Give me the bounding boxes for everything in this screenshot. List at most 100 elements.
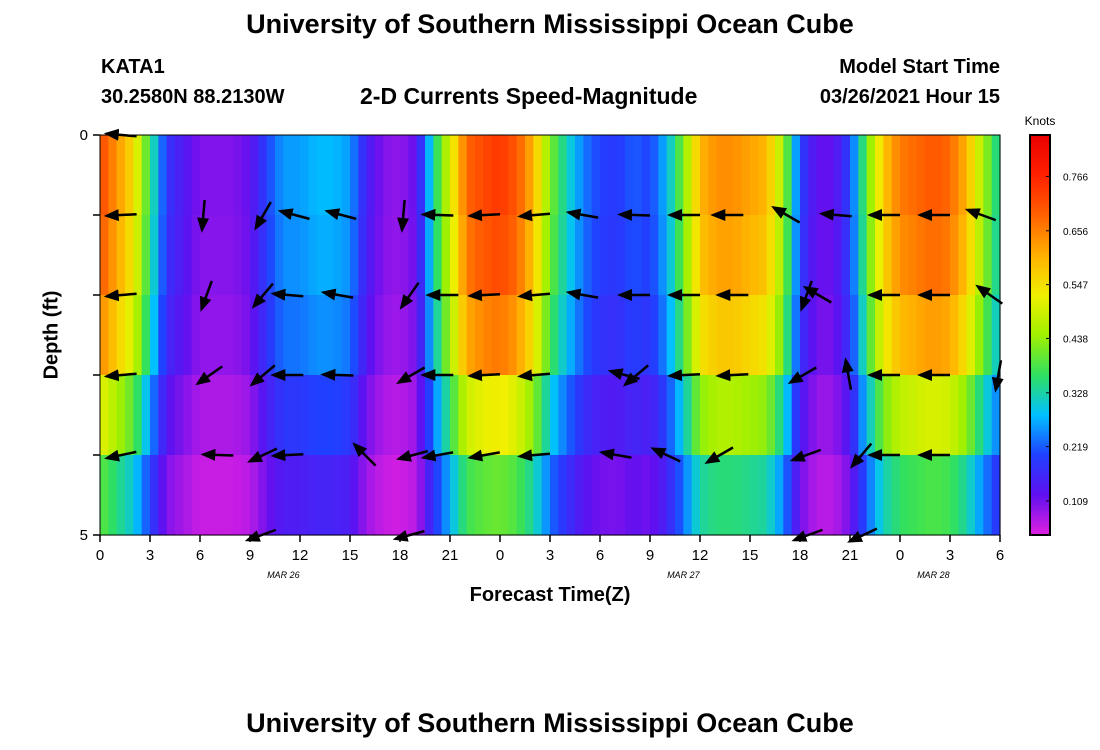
heatmap-cell	[200, 375, 209, 456]
current-vector	[396, 366, 426, 385]
heatmap-cell	[258, 215, 268, 296]
heatmap-cell	[216, 295, 226, 376]
heatmap-cell	[383, 135, 393, 216]
heatmap-cell	[525, 295, 534, 376]
heatmap-cell	[933, 135, 943, 216]
heatmap-cell	[700, 375, 709, 456]
heatmap-cell	[991, 215, 1001, 296]
heatmap-cell	[958, 375, 968, 456]
x-tick-label: 15	[342, 547, 359, 564]
heatmap-cell	[991, 375, 1001, 456]
heatmap-cell	[258, 135, 268, 216]
heatmap-cell	[600, 375, 609, 456]
current-vector	[467, 369, 501, 382]
heatmap-cell	[508, 135, 518, 216]
heatmap-cell	[833, 295, 843, 376]
colorbar-tick-label: 0.328	[1063, 389, 1088, 400]
heatmap-cell	[341, 455, 351, 536]
heatmap-cell	[233, 375, 243, 456]
heatmap-cell	[516, 215, 526, 296]
heatmap-cell	[241, 295, 251, 376]
heatmap-cell	[566, 295, 576, 376]
heatmap-cell	[841, 135, 851, 216]
heatmap-cell	[441, 455, 451, 536]
heatmap-cell	[475, 455, 484, 536]
heatmap-cell	[550, 455, 559, 536]
heatmap-cell	[283, 375, 293, 456]
x-tick-label: 3	[946, 547, 954, 564]
heatmap-cell	[541, 455, 551, 536]
heatmap-cell	[625, 455, 634, 536]
current-vector	[650, 447, 681, 463]
heatmap-cell	[900, 455, 909, 536]
heatmap-cell	[133, 215, 143, 296]
heatmap-cell	[416, 375, 426, 456]
heatmap-cell	[575, 375, 584, 456]
heatmap-cell	[800, 135, 809, 216]
heatmap-cell	[125, 375, 134, 456]
heatmap-cell	[400, 135, 409, 216]
heatmap-cell	[166, 455, 176, 536]
heatmap-cell	[591, 375, 601, 456]
heatmap-cell	[958, 135, 968, 216]
heatmap-cell	[850, 455, 859, 536]
heatmap-cell	[425, 375, 434, 456]
heatmap-cell	[108, 215, 118, 296]
heatmap-cell	[191, 295, 201, 376]
heatmap-cell	[416, 215, 426, 296]
heatmap-cell	[100, 215, 109, 296]
current-vector	[704, 446, 734, 465]
current-vector	[270, 449, 304, 462]
heatmap-cell	[891, 295, 901, 376]
heatmap-cell	[300, 215, 309, 296]
heatmap-cell	[691, 375, 701, 456]
heatmap-cell	[150, 455, 159, 536]
heatmap-cell	[175, 135, 184, 216]
heatmap-cell	[375, 135, 384, 216]
heatmap-cell	[100, 455, 109, 536]
heatmap-cell	[250, 135, 259, 216]
heatmap-cell	[450, 375, 459, 456]
current-vector	[324, 208, 357, 221]
heatmap-cell	[316, 375, 326, 456]
heatmap-cell	[766, 455, 776, 536]
heatmap-cell	[733, 455, 743, 536]
heatmap-cell	[558, 375, 568, 456]
heatmap-cell	[875, 295, 884, 376]
heatmap-cell	[908, 135, 918, 216]
heatmap-cell	[183, 455, 193, 536]
heatmap-cell	[608, 375, 618, 456]
footer-title: University of Southern Mississippi Ocean…	[246, 708, 854, 738]
heatmap-cell	[925, 295, 934, 376]
heatmap-cell	[133, 295, 143, 376]
heatmap-cell	[975, 215, 984, 296]
heatmap-cell	[650, 375, 659, 456]
y-axis-label: Depth (ft)	[40, 290, 63, 380]
heatmap-cell	[833, 215, 843, 296]
heatmap-cell	[116, 215, 126, 296]
heatmap-cell	[733, 375, 743, 456]
heatmap-cell	[358, 135, 368, 216]
x-tick-label: 18	[792, 547, 809, 564]
heatmap-cell	[150, 135, 159, 216]
heatmap-cell	[625, 295, 634, 376]
heatmap-cell	[933, 295, 943, 376]
heatmap-cell	[200, 295, 209, 376]
heatmap-cell	[500, 375, 509, 456]
heatmap-cell	[575, 135, 584, 216]
heatmap-cell	[433, 295, 443, 376]
heatmap-cell	[466, 215, 476, 296]
heatmap-cell	[316, 455, 326, 536]
heatmap-cell	[658, 375, 668, 456]
heatmap-cell	[983, 215, 993, 296]
heatmap-cell	[483, 375, 493, 456]
heatmap-cell	[608, 215, 618, 296]
heatmap-cell	[483, 455, 493, 536]
heatmap-cell	[116, 135, 126, 216]
heatmap-cell	[600, 295, 609, 376]
heatmap-cell	[525, 455, 534, 536]
heatmap-cell	[933, 215, 943, 296]
heatmap-cell	[475, 295, 484, 376]
heatmap-cell	[716, 135, 726, 216]
heatmap-cell	[333, 295, 343, 376]
